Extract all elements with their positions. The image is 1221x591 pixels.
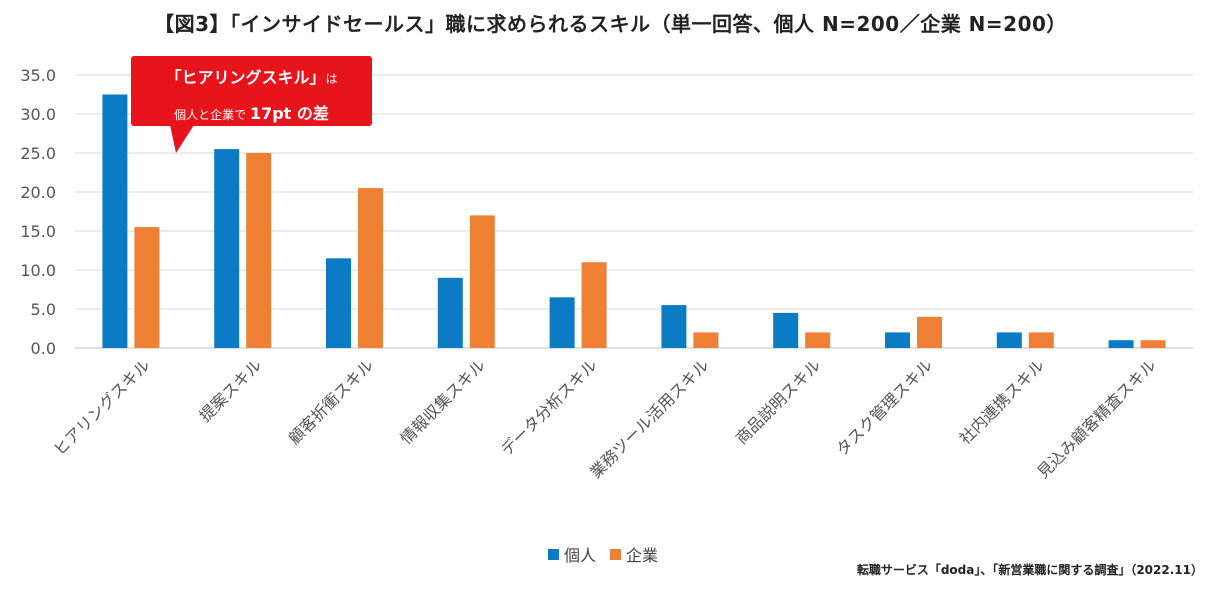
bar-company: [358, 188, 383, 348]
bar-individual: [102, 94, 128, 348]
legend-label-company: 企業: [626, 546, 659, 565]
bar-individual: [437, 277, 463, 348]
y-tick-label: 10.0: [20, 261, 56, 280]
chart-title: 【図3】「インサイドセールス」職に求められるスキル（単一回答、個人 N=200／…: [154, 12, 1067, 36]
bar-individual: [1108, 340, 1134, 348]
x-tick-label: ヒアリングスキル: [50, 355, 154, 459]
legend: 個人 企業: [548, 542, 672, 566]
bar-individual: [214, 149, 240, 348]
bar-company: [693, 332, 719, 348]
legend-label-individual: 個人: [564, 546, 597, 565]
x-tick-label: タスク管理スキル: [832, 355, 936, 459]
callout-pointer: [170, 125, 194, 153]
bar-company: [134, 227, 160, 348]
bars: [102, 94, 1166, 348]
bar-company: [246, 153, 272, 348]
bar-individual: [996, 332, 1022, 348]
legend-item-individual: 個人: [548, 542, 596, 566]
y-axis: 0.0 5.0 10.0 15.0 20.0 25.0 30.0 35.0: [20, 66, 56, 358]
bar-company: [469, 215, 495, 348]
legend-item-company: 企業: [610, 542, 658, 566]
x-tick-label: 提案スキル: [196, 355, 266, 425]
legend-swatch-individual: [548, 548, 559, 560]
x-tick-label: 業務ツール活用スキル: [586, 355, 713, 482]
y-tick-label: 35.0: [20, 66, 56, 85]
x-tick-label: 顧客折衝スキル: [285, 355, 378, 448]
legend-swatch-company: [610, 548, 622, 560]
bar-individual: [549, 297, 575, 348]
y-tick-label: 15.0: [20, 222, 56, 241]
y-tick-label: 25.0: [20, 144, 56, 163]
x-tick-label: 社内連携スキル: [955, 355, 1048, 448]
x-tick-label: 見込み顧客精査スキル: [1033, 355, 1160, 482]
bar-individual: [773, 312, 799, 348]
x-tick-label: データ分析スキル: [497, 355, 601, 459]
y-tick-label: 5.0: [31, 300, 56, 319]
callout-box: 「ヒアリングスキル」は 個人と企業で 17pt の差: [131, 56, 372, 126]
x-tick-label: 情報収集スキル: [396, 355, 489, 448]
source-note: 転職サービス「doda」、「新営業職に関する調査」（2022.11）: [856, 563, 1203, 577]
y-tick-label: 0.0: [31, 339, 56, 358]
bar-individual: [885, 332, 910, 348]
callout-detail: 個人と企業で 17pt の差: [174, 104, 329, 123]
bar-individual: [661, 305, 687, 348]
bar-company: [917, 316, 942, 348]
callout-headline: 「ヒアリングスキル」は: [165, 68, 338, 87]
y-tick-label: 30.0: [20, 105, 56, 124]
bar-company: [805, 332, 831, 348]
y-tick-label: 20.0: [20, 183, 56, 202]
bar-company: [1140, 340, 1166, 348]
bar-company: [581, 262, 607, 348]
x-axis: ヒアリングスキル 提案スキル 顧客折衝スキル 情報収集スキル データ分析スキル業務ツール…: [50, 355, 1160, 482]
bar-company: [1028, 332, 1054, 348]
bar-individual: [326, 258, 351, 348]
x-tick-label: 商品説明スキル: [732, 355, 825, 448]
